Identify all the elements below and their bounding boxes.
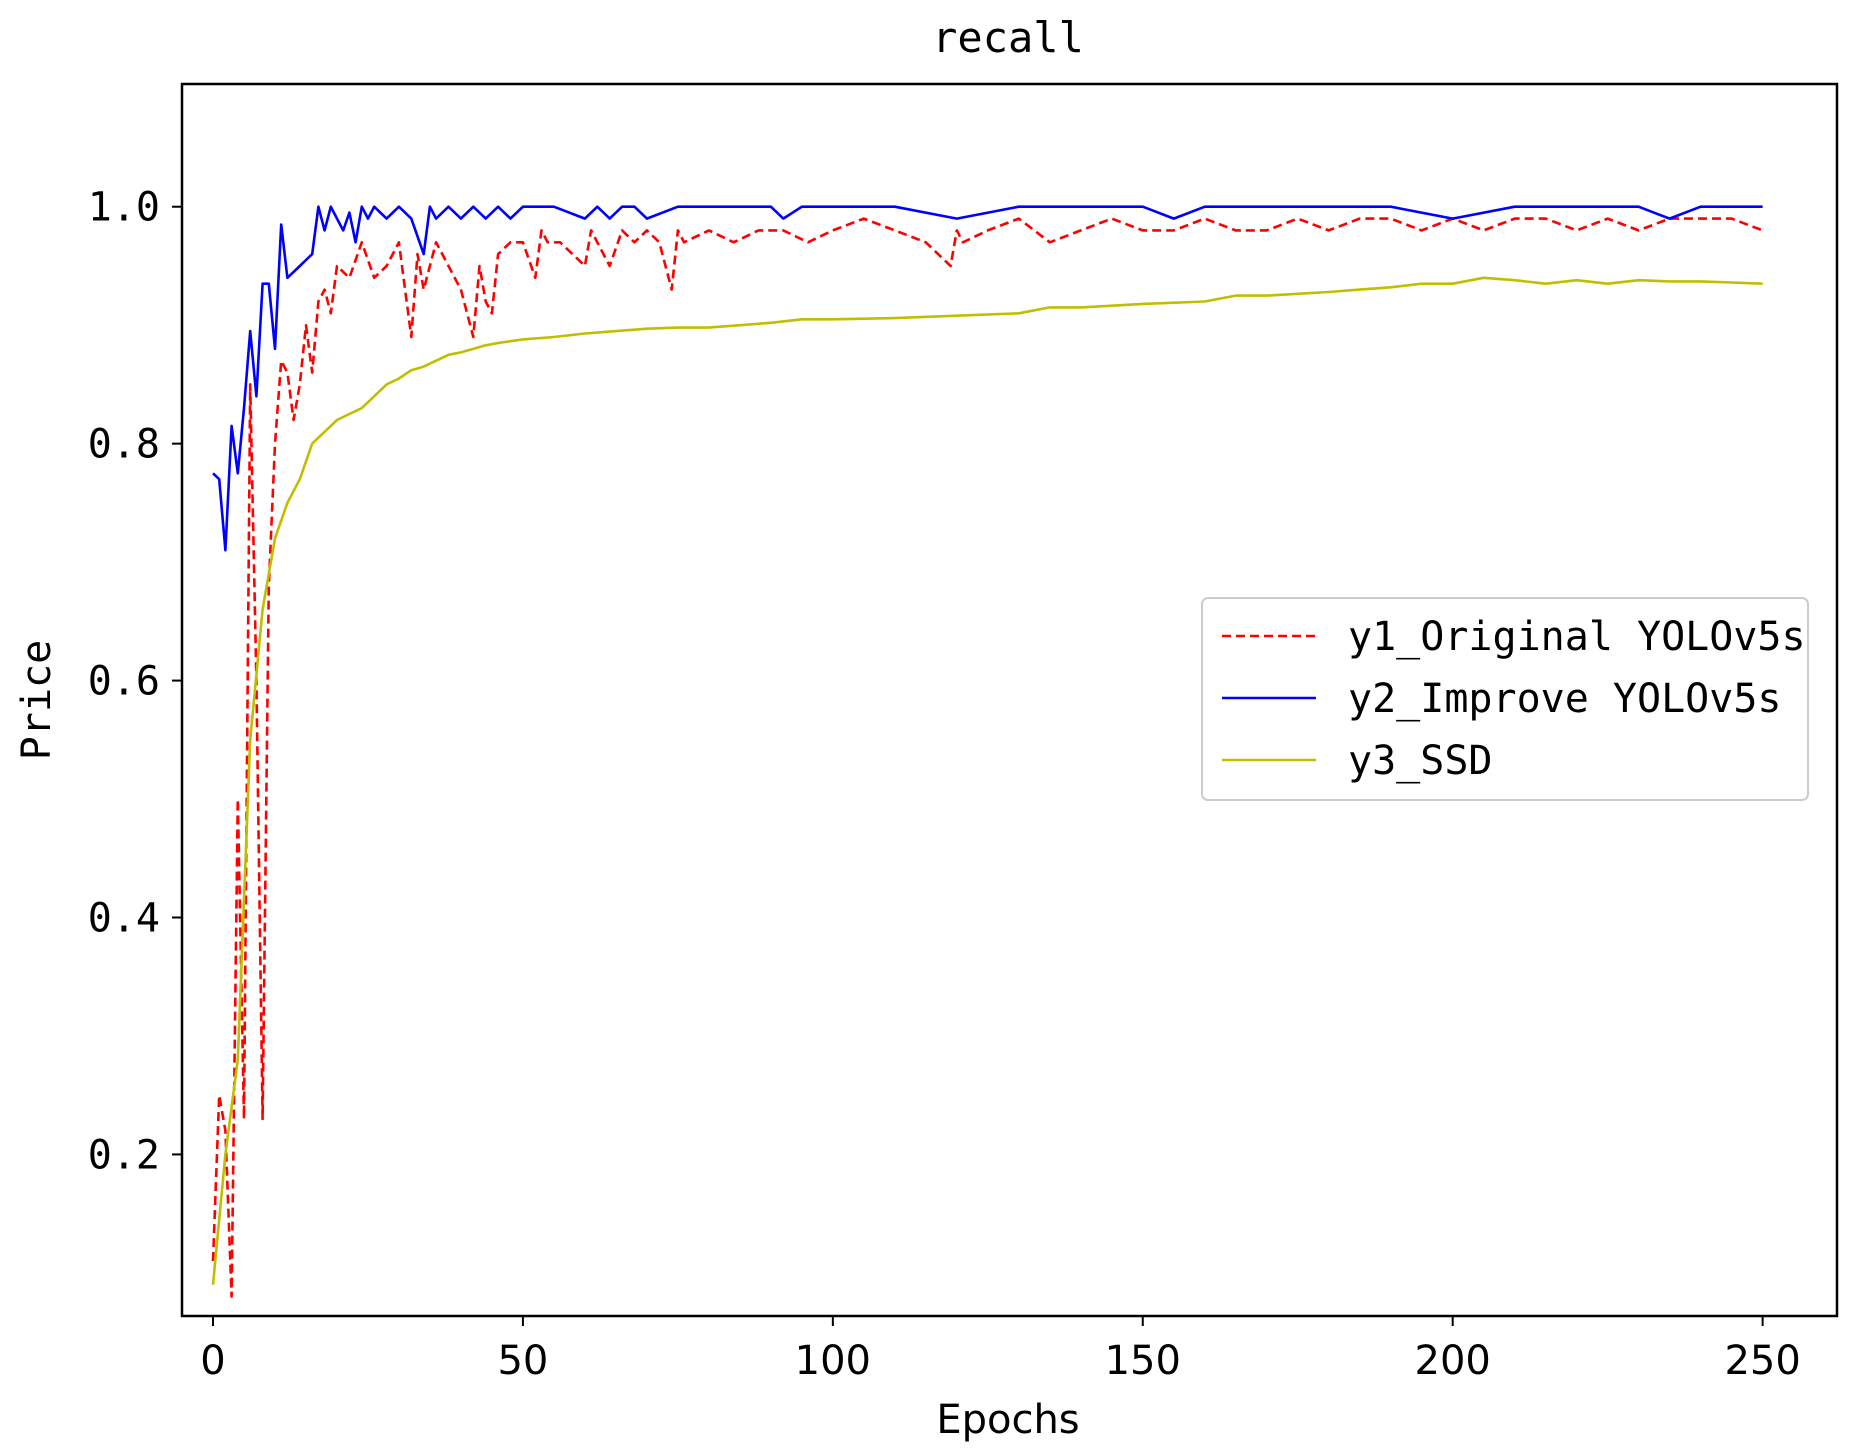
- y-tick-label: 0.4: [88, 895, 160, 941]
- y-tick-label: 1.0: [88, 185, 160, 231]
- legend-label-2: y2_Improve YOLOv5s: [1348, 676, 1781, 722]
- x-tick-label: 200: [1415, 1338, 1491, 1384]
- series-line-3: [211, 276, 1763, 1285]
- x-tick-label: 250: [1724, 1338, 1800, 1384]
- series-line-1: [211, 217, 1764, 1298]
- x-tick-label: 150: [1105, 1338, 1181, 1384]
- series-line-2: [212, 205, 1763, 552]
- legend-label-1: y1_Original YOLOv5s: [1348, 614, 1806, 660]
- axes-frame: [180, 82, 1839, 1318]
- y-tick-label: 0.2: [88, 1132, 160, 1178]
- legend: y1_Original YOLOv5s y2_Improve YOLOv5s y3_…: [1201, 597, 1809, 801]
- y-axis: 0.2 0.4 0.6 0.8 1.0: [88, 185, 182, 1178]
- x-axis: 0 50 100 150 200 250: [200, 1316, 1801, 1384]
- legend-box: [1201, 597, 1809, 801]
- x-tick-label: 100: [795, 1338, 871, 1384]
- series-group: [211, 205, 1764, 1298]
- x-tick-label: 0: [200, 1338, 225, 1384]
- legend-label-3: y3_SSD: [1348, 738, 1493, 784]
- y-tick-label: 0.6: [88, 659, 160, 705]
- y-axis-label: Price: [14, 640, 60, 760]
- chart-title: recall: [932, 13, 1084, 62]
- x-tick-label: 50: [497, 1338, 548, 1384]
- y-tick-label: 0.8: [88, 422, 160, 468]
- x-axis-label: Epochs: [936, 1397, 1079, 1443]
